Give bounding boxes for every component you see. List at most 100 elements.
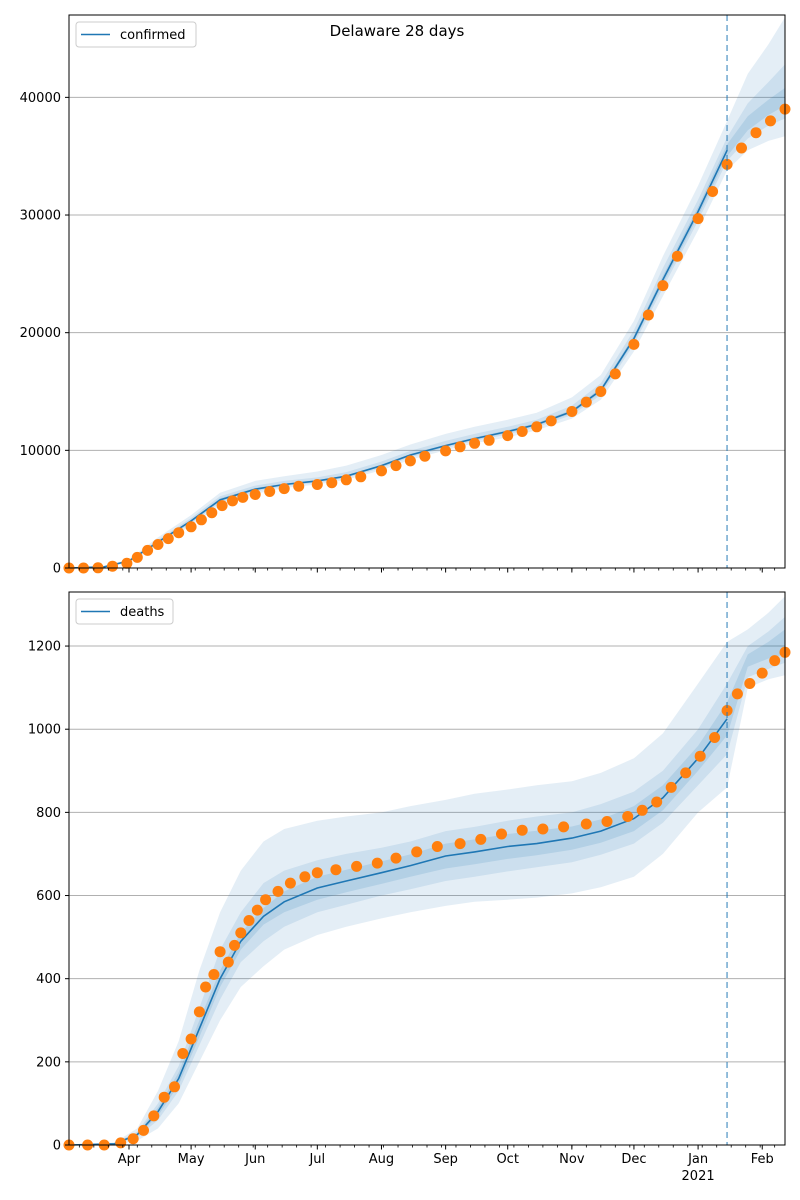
observed-point <box>107 560 118 572</box>
legend: deaths <box>75 598 174 625</box>
observed-point <box>311 479 323 490</box>
legend: confirmed <box>75 21 197 48</box>
observed-point <box>121 557 133 569</box>
deaths-panel: 0 200 400 600 800 1000 1200 Apr May Jun Jul Aug Sep O… <box>28 591 791 1184</box>
observed-point <box>195 514 207 526</box>
observed-point <box>330 864 342 876</box>
y-tick-label: 1000 <box>28 723 61 738</box>
observed-point <box>185 521 197 533</box>
y-tick-label: 0 <box>53 562 61 577</box>
observed-point <box>138 1124 149 1136</box>
observed-point <box>440 445 452 457</box>
observed-point <box>237 491 249 503</box>
x-tick-label: Aug <box>369 1152 394 1167</box>
observed-point <box>376 465 387 477</box>
observed-point <box>169 1081 180 1093</box>
observed-point <box>765 115 776 127</box>
chart-title: Delaware 28 days <box>330 22 465 40</box>
observed-point <box>628 338 640 350</box>
observed-point <box>142 544 154 556</box>
observed-point <box>469 437 481 449</box>
observed-point <box>158 1091 170 1103</box>
observed-point <box>326 477 338 489</box>
legend-label: confirmed <box>120 28 186 43</box>
observed-point <box>131 551 143 563</box>
x-tick-label: Jun <box>244 1152 265 1167</box>
y-tick-label: 20000 <box>20 326 61 341</box>
x-tick-label: Jan <box>687 1152 708 1167</box>
x-tick-label: Feb <box>751 1152 774 1167</box>
observed-point <box>709 732 721 743</box>
y-tick-label: 0 <box>53 1139 61 1154</box>
observed-point <box>537 823 549 835</box>
observed-point <box>694 750 706 762</box>
y-tick-label: 200 <box>36 1055 61 1070</box>
observed-point <box>744 678 756 689</box>
observed-point <box>200 981 212 993</box>
observed-point <box>769 655 781 667</box>
observed-point <box>264 486 276 497</box>
observed-point <box>351 860 363 872</box>
observed-point <box>411 846 423 858</box>
observed-point <box>496 828 507 840</box>
observed-point <box>260 894 272 906</box>
observed-point <box>249 489 261 500</box>
observed-point <box>173 527 185 539</box>
observed-point <box>193 1006 205 1018</box>
observed-point <box>222 956 234 968</box>
observed-point <box>390 852 402 864</box>
observed-point <box>390 460 402 472</box>
observed-point <box>595 386 607 397</box>
observed-point <box>516 824 528 836</box>
observed-point <box>148 1110 160 1122</box>
observed-point <box>340 474 352 486</box>
observed-point <box>216 500 228 512</box>
observed-point <box>299 871 311 883</box>
y-tick-label: 600 <box>36 889 61 904</box>
x-tick-label: Dec <box>621 1152 646 1167</box>
y-tick-label: 40000 <box>20 91 61 106</box>
legend-box <box>75 21 197 48</box>
x-tick-label: Nov <box>559 1152 585 1167</box>
observed-point <box>475 833 487 845</box>
observed-point <box>736 142 747 154</box>
observed-point <box>642 309 654 321</box>
observed-point <box>208 969 220 980</box>
axes-frame <box>68 14 786 569</box>
observed-point <box>454 441 466 453</box>
observed-point <box>229 939 240 951</box>
observed-point <box>580 396 592 408</box>
observed-point <box>756 667 768 679</box>
observed-point <box>609 368 621 380</box>
x-year-label: 2021 <box>682 1169 715 1184</box>
observed-point <box>206 507 218 519</box>
observed-point <box>162 533 174 545</box>
observed-point <box>580 818 592 830</box>
legend-box <box>75 598 174 625</box>
observed-point <box>483 434 495 446</box>
y-tick-label: 800 <box>36 806 61 821</box>
observed-point <box>278 483 290 495</box>
observed-point <box>371 857 383 869</box>
observed-point <box>680 767 692 779</box>
observed-point <box>657 280 669 292</box>
observed-point <box>227 495 238 507</box>
observed-point <box>355 471 367 483</box>
observed-point <box>243 915 255 926</box>
observed-point <box>454 838 466 850</box>
y-tick-label: 10000 <box>20 444 61 459</box>
observed-point <box>731 688 743 700</box>
observed-point <box>311 867 323 879</box>
observed-point <box>177 1048 189 1059</box>
observed-point <box>721 705 733 716</box>
observed-point <box>404 455 416 467</box>
observed-point <box>431 841 443 852</box>
observed-point <box>601 816 613 827</box>
observed-point <box>671 250 683 262</box>
observed-point <box>750 127 762 139</box>
legend-label: deaths <box>120 605 165 620</box>
x-tick-label: May <box>178 1152 205 1167</box>
outer-uncertainty-band <box>69 17 785 568</box>
observed-point <box>545 415 557 427</box>
